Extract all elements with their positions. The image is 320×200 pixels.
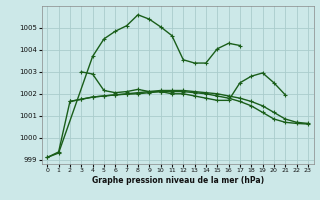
- X-axis label: Graphe pression niveau de la mer (hPa): Graphe pression niveau de la mer (hPa): [92, 176, 264, 185]
